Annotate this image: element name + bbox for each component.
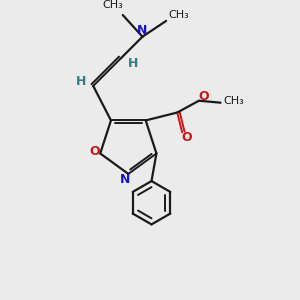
Text: H: H	[76, 74, 87, 88]
Text: O: O	[199, 90, 209, 103]
Text: CH₃: CH₃	[169, 10, 189, 20]
Text: CH₃: CH₃	[103, 0, 123, 10]
Text: O: O	[89, 145, 100, 158]
Text: N: N	[120, 173, 130, 186]
Text: N: N	[137, 24, 148, 37]
Text: O: O	[182, 131, 192, 144]
Text: CH₃: CH₃	[223, 96, 244, 106]
Text: H: H	[128, 57, 138, 70]
